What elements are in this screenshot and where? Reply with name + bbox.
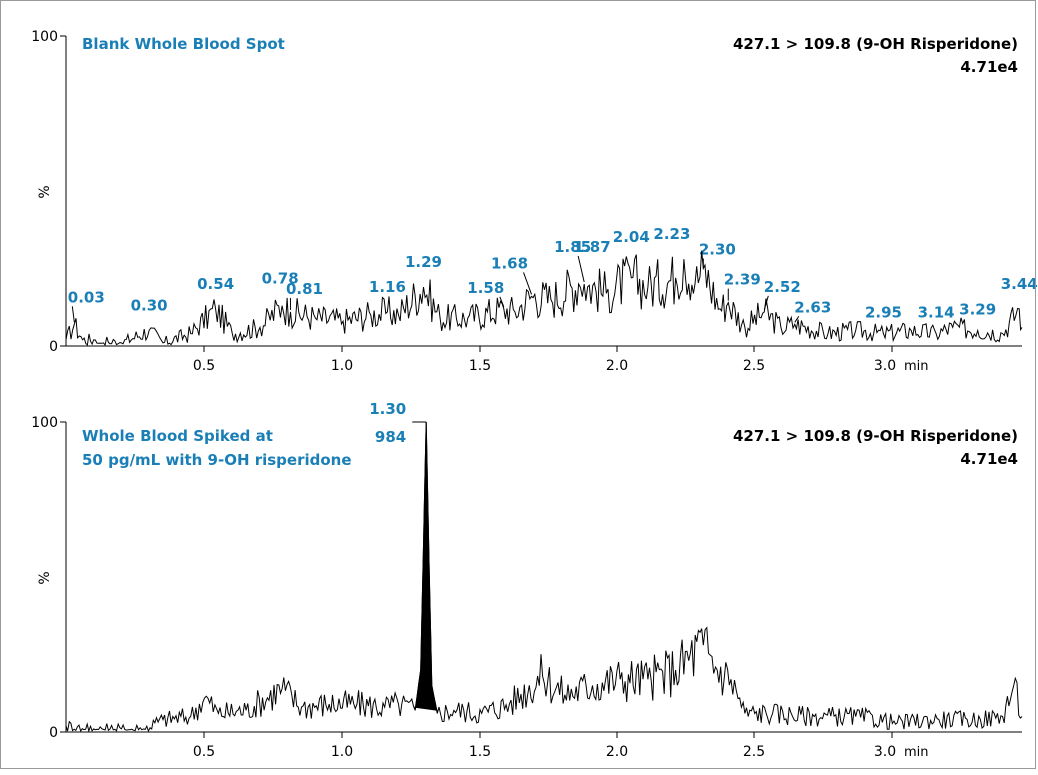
peak-label: 3.14: [918, 304, 955, 322]
y-tick-label-100: 100: [31, 29, 58, 45]
transition-label: 427.1 > 109.8 (9-OH Risperidone): [733, 35, 1018, 53]
x-tick-label: 0.5: [193, 358, 215, 374]
peak-label: 0.81: [286, 280, 323, 298]
peak-label-leader: [71, 306, 75, 323]
peak-label: 1.68: [491, 254, 528, 272]
x-tick-label: 1.0: [331, 744, 353, 760]
peak-label: 2.39: [724, 271, 761, 289]
y-axis-label: %: [37, 571, 53, 584]
panel-spiked-whole-blood: 100 % 0 0.5 1.0 1.5 2.0 2.5 3.0 min Whol…: [31, 400, 1023, 760]
x-ticks: [203, 732, 893, 738]
chromatogram-trace: [65, 421, 1023, 733]
peak-label: 2.52: [764, 278, 801, 296]
y-tick-label-0: 0: [49, 725, 58, 741]
peak-label: 0.03: [68, 288, 105, 306]
peak-label: 2.95: [865, 304, 902, 322]
x-tick-label: 0.5: [193, 744, 215, 760]
peak-label: 3.29: [959, 301, 996, 319]
x-tick-label: 1.5: [469, 358, 491, 374]
peak-label-leader: [794, 316, 800, 323]
x-tick-label: 2.0: [606, 358, 628, 374]
intensity-label: 4.71e4: [960, 58, 1018, 76]
chromatogram-trace: [65, 250, 1023, 347]
peak-label: 0.54: [197, 275, 234, 293]
peak-label: 0.78: [262, 270, 299, 288]
peak-label: 1.16: [369, 278, 406, 296]
peak-labels: 1.30 984: [369, 400, 406, 446]
peak-label: 1.58: [467, 279, 504, 297]
panel-blank-whole-blood: 100 % 0 0.5 1.0 1.5 2.0 2.5 3.0 min Blan…: [31, 29, 1037, 374]
peak-label: 1.29: [405, 253, 442, 271]
x-unit-label: min: [904, 745, 929, 760]
sample-title-line-1: Whole Blood Spiked at: [82, 427, 273, 445]
peak-area-label: 984: [375, 428, 406, 446]
peak-label: 3.44: [1001, 275, 1038, 293]
x-tick-label: 1.5: [469, 744, 491, 760]
x-tick-label: 1.0: [331, 358, 353, 374]
sample-title: Blank Whole Blood Spot: [82, 35, 285, 53]
peak-label: 1.85: [554, 238, 591, 256]
peak-label: 2.23: [653, 225, 690, 243]
x-tick-label: 2.0: [606, 744, 628, 760]
sample-title-line-2: 50 pg/mL with 9-OH risperidone: [82, 451, 352, 469]
y-axis-label: %: [37, 185, 53, 198]
y-tick-label-100: 100: [31, 415, 58, 431]
y-tick-label-0: 0: [49, 339, 58, 355]
peak-label-leader: [577, 255, 585, 283]
peak-rt-label: 1.30: [369, 400, 406, 418]
x-tick-label: 2.5: [743, 744, 765, 760]
x-tick-label: 2.5: [743, 358, 765, 374]
peak-label: 2.04: [613, 228, 650, 246]
peak-label-leader: [523, 272, 533, 295]
intensity-label: 4.71e4: [960, 450, 1018, 468]
x-tick-label: 3.0: [874, 358, 896, 374]
transition-label: 427.1 > 109.8 (9-OH Risperidone): [733, 427, 1018, 445]
peak-label: 2.30: [699, 241, 736, 259]
peak-label: 0.30: [131, 297, 168, 315]
peak-label: 1.87: [574, 238, 611, 256]
x-unit-label: min: [904, 359, 929, 374]
x-ticks: [203, 346, 893, 352]
peak-label: 2.63: [794, 298, 831, 316]
peak-labels: 0.03 0.30 0.54 0.780.81 1.16 1.29 1.58 1.68 1.85…: [68, 225, 1038, 323]
x-tick-label: 3.0: [874, 744, 896, 760]
